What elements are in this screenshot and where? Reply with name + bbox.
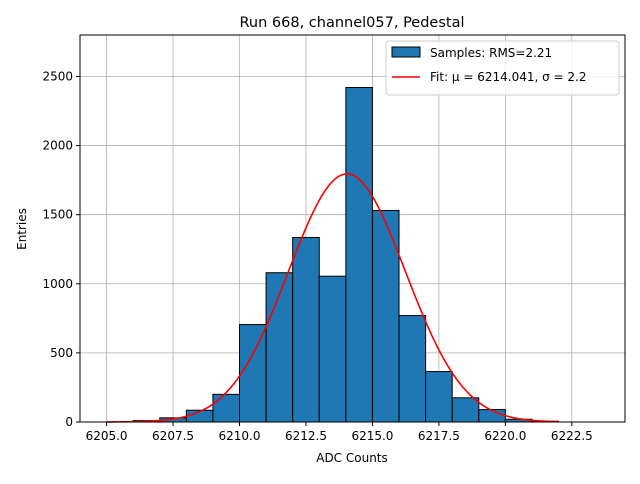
fit-curve: [106, 173, 559, 423]
x-tick-label: 6222.5: [551, 429, 593, 443]
legend-box: [385, 40, 620, 96]
x-tick-label: 6212.5: [285, 429, 327, 443]
y-tick-label: 1500: [42, 208, 73, 222]
y-tick-label: 2000: [42, 139, 73, 153]
chart-title: Run 668, channel057, Pedestal: [239, 15, 464, 31]
histogram-bar: [318, 275, 347, 423]
plot-frame: [79, 34, 626, 423]
y-tick-label: 1000: [42, 277, 73, 291]
x-axis-ticks: 6205.0 6207.5 6210.0 6212.5 6215.0 6217.5 6220…: [86, 422, 593, 443]
y-axis-label: Entries: [15, 208, 29, 250]
legend-swatch-samples: [391, 46, 421, 58]
legend-label-fit: Fit: μ = 6214.041, σ = 2.2: [430, 70, 587, 84]
histogram-bar: [398, 315, 427, 423]
histogram-bar: [212, 393, 241, 423]
x-tick-label: 6210.0: [219, 429, 261, 443]
histogram-bar: [239, 324, 267, 423]
histogram-bars: [132, 87, 560, 423]
x-tick-label: 6220.0: [484, 429, 526, 443]
x-tick-label: 6217.5: [418, 429, 460, 443]
histogram-bar: [451, 397, 480, 423]
y-axis-ticks: 0 500 1000 1500 2000 2500: [42, 69, 80, 429]
x-axis-label: ADC Counts: [316, 451, 388, 465]
x-tick-label: 6215.0: [351, 429, 393, 443]
histogram-bar: [371, 210, 400, 423]
y-tick-label: 2500: [42, 69, 73, 83]
legend-label-samples: Samples: RMS=2.21: [430, 46, 552, 60]
histogram-bar: [265, 272, 294, 423]
histogram-bar: [292, 236, 320, 423]
fit-curve-layer: [106, 173, 559, 423]
x-tick-label: 6207.5: [152, 429, 194, 443]
legend: Samples: RMS=2.21 Fit: μ = 6214.041, σ =…: [385, 40, 620, 96]
histogram-bar: [345, 87, 373, 423]
y-tick-label: 500: [50, 346, 73, 360]
y-tick-label: 0: [65, 415, 73, 429]
x-tick-label: 6205.0: [86, 429, 128, 443]
histogram-bar: [425, 371, 453, 423]
